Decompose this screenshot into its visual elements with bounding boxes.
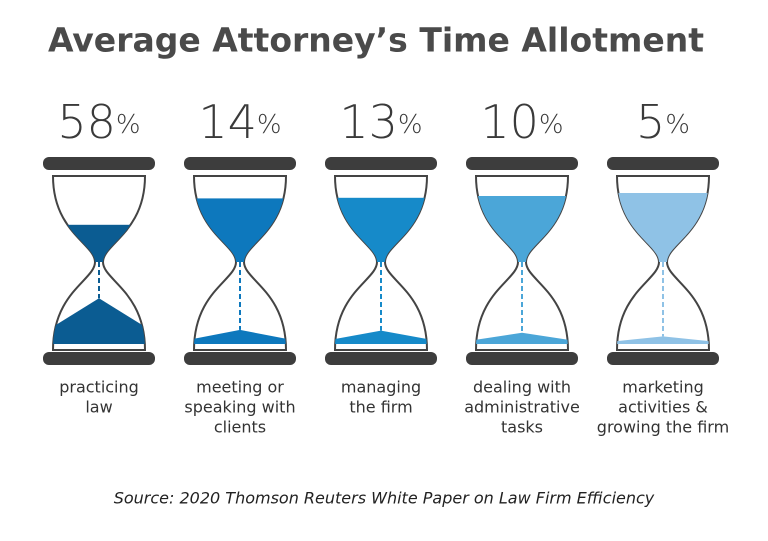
bottom-sand — [476, 332, 568, 344]
value-label: 58% — [57, 95, 140, 149]
hourglass-base — [184, 352, 296, 365]
top-sand — [194, 198, 286, 262]
bottom-sand — [335, 330, 427, 344]
category-label: marketing — [622, 378, 704, 397]
hourglass-base — [43, 352, 155, 365]
hourglass-base — [466, 352, 578, 365]
hourglass-cap — [184, 157, 296, 170]
value-label: 5% — [636, 95, 690, 149]
top-sand — [335, 197, 427, 262]
category-label: practicing — [59, 378, 139, 397]
hourglass-cap — [43, 157, 155, 170]
top-sand — [53, 224, 145, 262]
hourglass-base — [607, 352, 719, 365]
category-label: growing the firm — [597, 418, 729, 437]
category-label: the firm — [349, 398, 412, 417]
category-label: administrative — [464, 398, 580, 417]
category-label: speaking with — [184, 398, 295, 417]
value-label: 10% — [480, 95, 563, 149]
hourglass-cap — [466, 157, 578, 170]
value-label: 13% — [339, 95, 422, 149]
value-label: 14% — [198, 95, 281, 149]
hourglass-cap — [325, 157, 437, 170]
category-label: clients — [214, 418, 266, 437]
bottom-sand — [53, 298, 145, 344]
category-label: tasks — [501, 418, 543, 437]
hourglass-cap — [607, 157, 719, 170]
category-label: meeting or — [196, 378, 284, 397]
chart-title: Average Attorney’s Time Allotment — [48, 21, 704, 60]
category-label: law — [85, 398, 112, 417]
bottom-sand — [194, 329, 286, 344]
category-label: dealing with — [473, 378, 571, 397]
top-sand — [617, 193, 709, 262]
category-label: managing — [341, 378, 421, 397]
top-sand — [476, 196, 568, 262]
source-note: Source: 2020 Thomson Reuters White Paper… — [114, 489, 655, 508]
category-label: activities & — [618, 398, 708, 417]
bottom-sand — [617, 336, 709, 344]
hourglass-base — [325, 352, 437, 365]
